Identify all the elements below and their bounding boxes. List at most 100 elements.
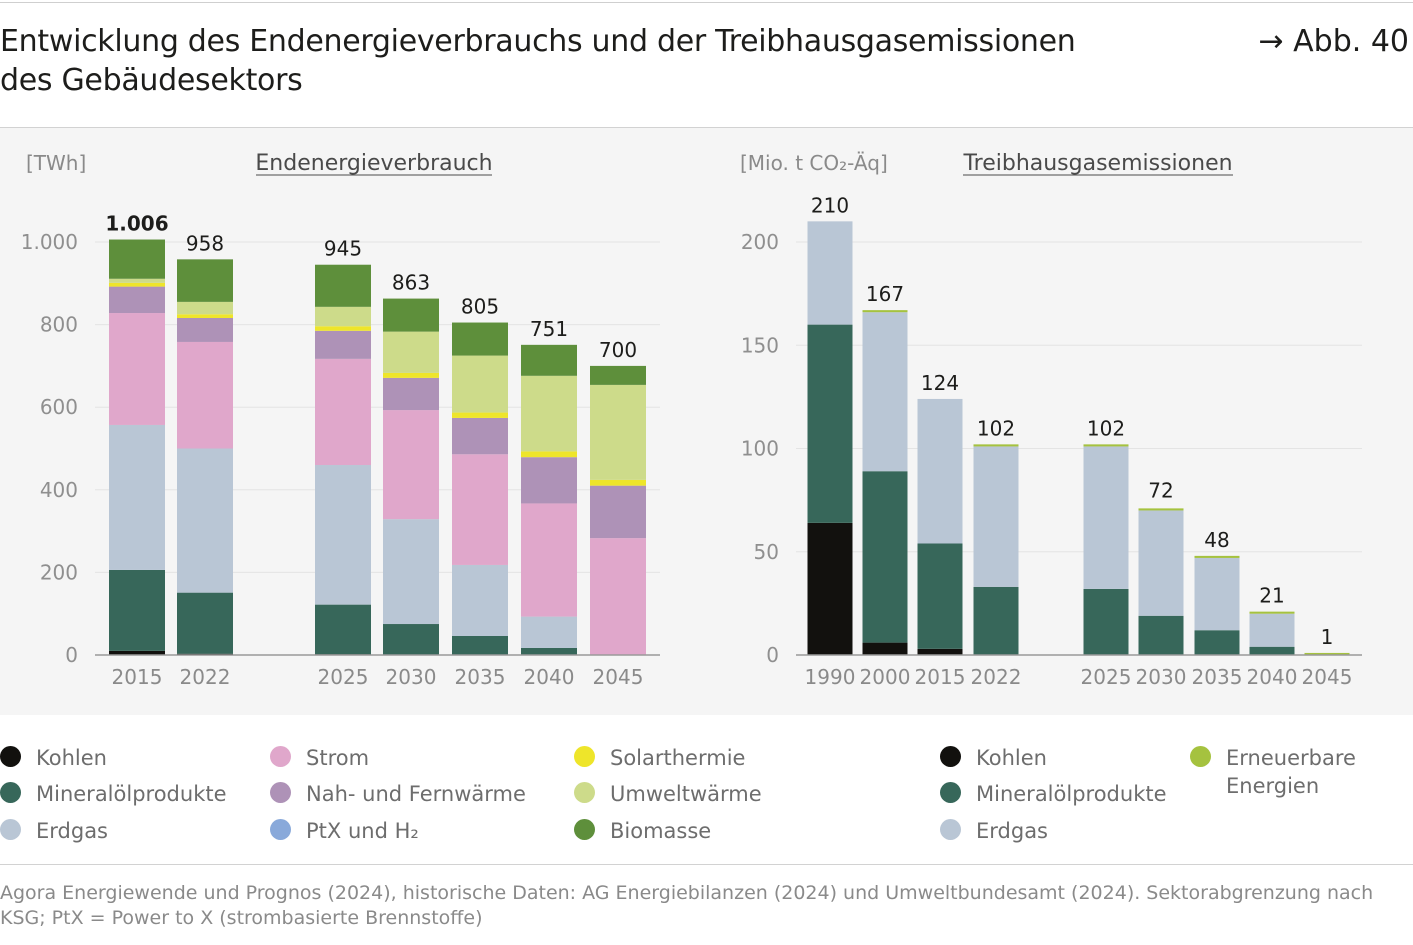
figure-title-line-2: des Gebäudesektors <box>0 63 303 98</box>
emissions-bar-1990-mineral-lprodukte <box>807 324 853 523</box>
emissions-y-tick-label: 50 <box>754 540 779 564</box>
energy-y-tick-label: 0 <box>65 643 78 667</box>
legend-label: Nah- und Fernwärme <box>306 782 526 806</box>
energy-total-label-2025: 945 <box>324 237 362 261</box>
energy-bar-2030-mineral-lprodukte <box>383 624 439 655</box>
energy-total-label-2022: 958 <box>186 231 224 255</box>
energy-bar-2022-mineral-lprodukte <box>177 592 233 654</box>
emissions-bar-2040-erdgas <box>1249 613 1295 647</box>
legend-item-energy-7: Umweltwärme <box>574 780 762 808</box>
energy-total-label-2045: 700 <box>599 338 637 362</box>
emissions-bar-2015-mineral-lprodukte <box>917 543 963 649</box>
emissions-bar-2022-erneuerbare-energien <box>973 444 1019 447</box>
emissions-total-label-2022: 102 <box>977 416 1015 440</box>
energy-x-tick-label: 2022 <box>180 665 231 689</box>
emissions-bar-2000-erdgas <box>862 312 908 472</box>
legend-item-energy-3: Strom <box>270 744 369 772</box>
energy-bar-2025-mineral-lprodukte <box>315 604 371 655</box>
energy-x-tick-label: 2045 <box>593 665 644 689</box>
energy-y-tick-label: 1.000 <box>21 230 78 254</box>
energy-bar-2015-biomasse <box>109 239 165 279</box>
energy-bar-2045-solarthermie <box>590 479 646 486</box>
legend-swatch-icon <box>0 782 21 803</box>
legend-label: Mineralölprodukte <box>976 782 1167 806</box>
legend-swatch-icon <box>574 746 595 767</box>
energy-bar-2015-nah-und-fernw-rme <box>109 286 165 314</box>
emissions-bar-2000-erneuerbare-energien <box>862 310 908 313</box>
energy-y-axis-label: [TWh] <box>26 151 86 175</box>
energy-y-tick-label: 600 <box>40 395 78 419</box>
emissions-chart-title: Treibhausgasemissionen <box>962 151 1232 176</box>
emissions-bar-2045-erneuerbare-energien <box>1304 652 1350 655</box>
energy-bar-2025-solarthermie <box>315 326 371 331</box>
emissions-bar-2025-erdgas <box>1083 446 1129 589</box>
energy-total-label-2040: 751 <box>530 317 568 341</box>
energy-x-tick-label: 2015 <box>112 665 163 689</box>
bottom-divider <box>0 864 1413 865</box>
legend-item-emissions-0: Kohlen <box>940 744 1047 772</box>
energy-bar-2040-biomasse <box>521 344 577 376</box>
emissions-total-label-2045: 1 <box>1321 625 1334 649</box>
energy-bar-2015-umweltw-rme <box>109 278 165 283</box>
energy-bar-2015-strom <box>109 313 165 425</box>
legend-swatch-icon <box>270 782 291 803</box>
energy-bar-2015-erdgas <box>109 424 165 570</box>
legend-item-energy-5: PtX und H₂ <box>270 817 419 845</box>
source-note: Agora Energiewende und Prognos (2024), h… <box>0 882 1374 929</box>
legend-label: Kohlen <box>976 746 1047 770</box>
legend-item-energy-0: Kohlen <box>0 744 107 772</box>
legend-label: Solarthermie <box>610 746 746 770</box>
energy-bar-2040-strom <box>521 503 577 617</box>
emissions-x-tick-label: 2045 <box>1302 665 1353 689</box>
emissions-y-tick-label: 0 <box>766 643 779 667</box>
energy-bar-2035-solarthermie <box>452 412 508 418</box>
energy-bar-2035-nah-und-fernw-rme <box>452 417 508 455</box>
energy-bar-2035-strom <box>452 454 508 565</box>
energy-bar-2040-erdgas <box>521 616 577 648</box>
emissions-bar-2035-erdgas <box>1194 557 1240 631</box>
legend-swatch-icon <box>574 782 595 803</box>
energy-bar-2045-biomasse <box>590 365 646 385</box>
legend: Kohlen Mineralölprodukte Erdgas Strom Nah- u… <box>0 714 1413 864</box>
energy-bar-2025-erdgas <box>315 465 371 605</box>
energy-bar-2035-mineral-lprodukte <box>452 636 508 655</box>
legend-swatch-icon <box>1190 746 1211 767</box>
top-divider <box>0 2 1413 3</box>
energy-bar-2015-kohlen <box>109 650 165 655</box>
emissions-bar-2025-erneuerbare-energien <box>1083 444 1129 447</box>
energy-bar-2022-umweltw-rme <box>177 301 233 315</box>
energy-bar-2022-erdgas <box>177 448 233 593</box>
figure-title-line-1: Entwicklung des Endenergieverbrauchs und… <box>0 24 1076 59</box>
legend-swatch-icon <box>0 819 21 840</box>
energy-bar-2030-biomasse <box>383 298 439 332</box>
emissions-y-tick-label: 200 <box>741 230 779 254</box>
energy-bar-2035-umweltw-rme <box>452 355 508 413</box>
energy-bar-2040-mineral-lprodukte <box>521 647 577 655</box>
emissions-y-tick-label: 150 <box>741 333 779 357</box>
energy-total-label-2030: 863 <box>392 271 430 295</box>
emissions-bar-2035-erneuerbare-energien <box>1194 555 1240 558</box>
emissions-x-tick-label: 2030 <box>1136 665 1187 689</box>
legend-label: PtX und H₂ <box>306 819 419 843</box>
emissions-total-label-2030: 72 <box>1148 478 1173 502</box>
legend-swatch-icon <box>270 819 291 840</box>
legend-label: Kohlen <box>36 746 107 770</box>
legend-item-energy-2: Erdgas <box>0 817 108 845</box>
energy-bar-2030-umweltw-rme <box>383 331 439 373</box>
emissions-total-label-2015: 124 <box>921 371 959 395</box>
charts-svg: [TWh] Endenergieverbrauch 0 200 400 600 800 1.0… <box>21 151 1362 689</box>
legend-label: Biomasse <box>610 819 712 843</box>
legend-label: Mineralölprodukte <box>36 782 227 806</box>
energy-bar-2015-solarthermie <box>109 282 165 287</box>
legend-swatch-icon <box>940 782 961 803</box>
legend-swatch-icon <box>940 819 961 840</box>
energy-bar-2035-erdgas <box>452 564 508 637</box>
emissions-bar-2030-mineral-lprodukte <box>1138 615 1184 655</box>
energy-bar-2045-umweltw-rme <box>590 384 646 480</box>
emissions-x-tick-label: 2035 <box>1192 665 1243 689</box>
legend-label: Umweltwärme <box>610 782 762 806</box>
energy-total-label-2015: 1.006 <box>105 212 168 236</box>
emissions-x-tick-label: 2015 <box>915 665 966 689</box>
figure-reference-link[interactable]: → Abb. 40 <box>1258 24 1409 59</box>
energy-chart-title: Endenergieverbrauch <box>255 151 492 176</box>
